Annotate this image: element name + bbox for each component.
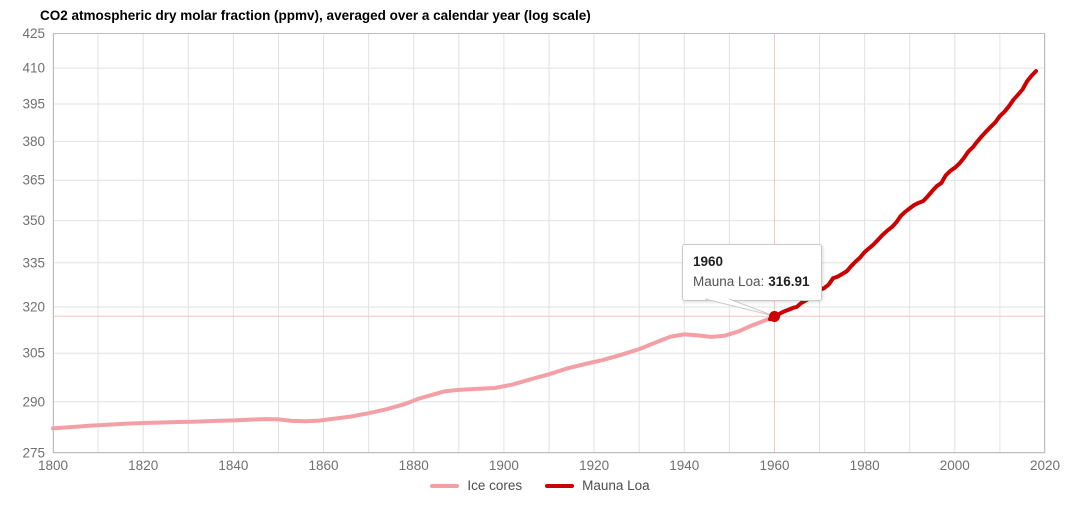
tooltip-callout (705, 298, 775, 317)
legend-item-ice-cores: Ice cores (430, 478, 522, 493)
y-axis-label: 395 (22, 97, 45, 112)
legend-item-mauna-loa: Mauna Loa (545, 478, 650, 493)
plot-area[interactable]: 1800 1820 1840 1860 1880 1900 1920 1940 1960 1980… (0, 0, 1080, 475)
series-line-ice-cores[interactable] (51, 312, 781, 431)
highlight-point-1960[interactable] (768, 310, 780, 322)
x-axis-label: 1980 (850, 458, 880, 473)
tooltip-series-label: Mauna Loa: (692, 274, 765, 290)
x-axis-label: 1860 (308, 458, 338, 473)
x-axis-label: 1880 (399, 458, 429, 473)
legend-label-mauna-loa: Mauna Loa (582, 478, 650, 493)
y-axis-label: 365 (22, 173, 45, 188)
tooltip-value: 316.91 (768, 274, 810, 290)
x-axis-label: 1840 (218, 458, 248, 473)
x-axis-label: 2020 (1030, 458, 1060, 473)
y-axis-label: 380 (22, 134, 45, 149)
y-axis-label: 410 (22, 61, 45, 76)
y-axis-label: 335 (22, 255, 45, 270)
tooltip: 1960 Mauna Loa: 316.91 (681, 244, 822, 302)
y-axis-label: 305 (22, 346, 45, 361)
legend-label-ice-cores: Ice cores (467, 478, 523, 493)
tooltip-series-line: Mauna Loa: 316.91 (693, 272, 810, 292)
x-axis-label: 1940 (669, 458, 699, 473)
y-axis-label: 350 (22, 213, 45, 228)
y-axis-label: 275 (22, 446, 45, 461)
y-axis-label: 290 (22, 394, 45, 409)
y-axis-label: 320 (22, 300, 45, 315)
ice-cores-swatch-icon (430, 483, 460, 488)
x-axis-label: 2000 (940, 458, 970, 473)
x-axis-label: 1920 (579, 458, 609, 473)
mauna-loa-swatch-icon (545, 483, 575, 488)
x-axis-label: 1820 (128, 458, 158, 473)
x-axis-label: 1900 (489, 458, 519, 473)
legend: Ice cores Mauna Loa (0, 478, 1080, 493)
tooltip-callout-shape (705, 298, 775, 317)
x-axis-label: 1960 (759, 458, 789, 473)
plot-border (53, 33, 1045, 453)
tooltip-year: 1960 (692, 254, 723, 270)
y-axis-label: 425 (22, 26, 45, 41)
x-axis-label: 1800 (38, 458, 68, 473)
chart-title: CO2 atmospheric dry molar fraction (ppmv… (40, 8, 591, 23)
